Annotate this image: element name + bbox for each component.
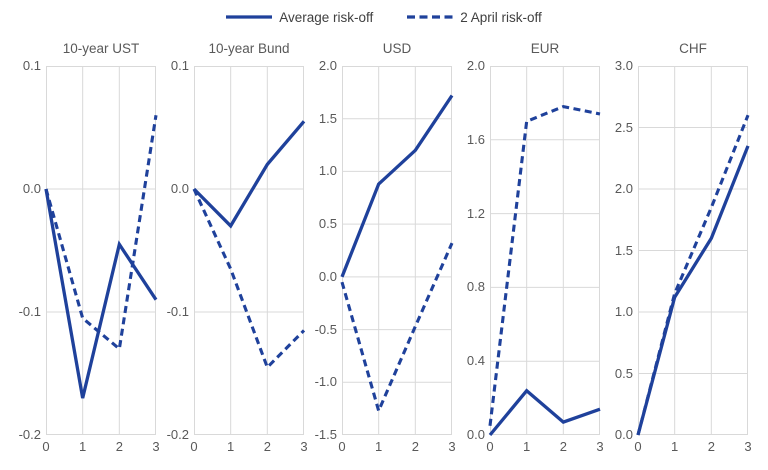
plot-area <box>44 66 158 435</box>
plot-area <box>192 66 306 435</box>
plot-border <box>194 66 304 435</box>
y-tick-label: 1.0 <box>318 163 337 179</box>
y-tick-label: 0.0 <box>22 181 41 196</box>
x-tick-label: 2 <box>411 439 419 454</box>
y-axis-labels: 2.0 1.6 1.2 0.8 0.4 0.0 <box>452 58 490 442</box>
solid-line-swatch-icon <box>226 15 273 19</box>
x-tick-label: 1 <box>227 439 235 454</box>
panel-10-year-ust: 10-year UST 0.1 0.0 -0.1 -0.2 0 1 2 3 <box>8 36 160 459</box>
x-axis-labels: 0 1 2 3 <box>338 435 456 459</box>
plot-area <box>636 66 750 436</box>
series-line-solid <box>340 94 454 278</box>
y-tick-label: -1.5 <box>314 427 337 442</box>
y-tick-label: 0.1 <box>170 58 189 73</box>
series-line-dashed <box>636 114 750 436</box>
x-tick-label: 3 <box>744 439 752 454</box>
plot-border <box>342 66 452 435</box>
plot-border <box>46 66 156 435</box>
y-tick-label: 1.2 <box>466 205 485 221</box>
series-line-dashed <box>192 188 306 371</box>
legend-item-2-april-risk-off: 2 April risk-off <box>407 10 542 25</box>
x-tick-label: 0 <box>634 439 642 454</box>
y-tick-label: 0.0 <box>170 181 189 196</box>
y-tick-label: 0.1 <box>22 58 41 73</box>
x-tick-label: 1 <box>375 439 383 454</box>
plot-border <box>490 66 600 435</box>
panel-eur: EUR 2.0 1.6 1.2 0.8 0.4 0.0 0 1 2 3 <box>452 36 604 459</box>
x-tick-label: 3 <box>448 439 456 454</box>
series-line-solid <box>488 388 601 437</box>
y-tick-label: -0.2 <box>166 427 189 442</box>
series-line-dashed <box>488 104 601 426</box>
y-axis-labels: 3.0 2.5 2.0 1.5 1.0 0.5 0.0 <box>600 58 638 442</box>
plot-area <box>488 66 601 437</box>
x-tick-label: 2 <box>707 439 715 454</box>
y-tick-label: 1.5 <box>318 110 337 126</box>
y-tick-label: 0.0 <box>614 427 633 442</box>
panel-title: 10-year UST <box>62 41 140 56</box>
series-line-solid <box>192 120 306 229</box>
legend-label-2-april-risk-off: 2 April risk-off <box>460 9 542 25</box>
y-tick-label: 1.5 <box>614 242 633 258</box>
y-tick-label: -1.0 <box>314 374 337 390</box>
panel-title: CHF <box>679 41 707 56</box>
y-axis-labels: 0.1 0.0 -0.1 -0.2 <box>8 58 46 442</box>
x-tick-label: 0 <box>190 439 198 454</box>
x-axis-labels: 0 1 2 3 <box>634 435 752 459</box>
y-tick-label: 1.0 <box>614 304 633 319</box>
x-tick-label: 2 <box>263 439 271 454</box>
y-tick-label: 0.0 <box>318 268 337 284</box>
x-tick-label: 1 <box>671 439 679 454</box>
series-line-solid <box>44 188 158 399</box>
x-tick-label: 2 <box>115 439 123 454</box>
y-tick-label: -0.1 <box>166 304 189 319</box>
panels-row: 10-year UST 0.1 0.0 -0.1 -0.2 0 1 2 3 10-year … <box>8 36 752 459</box>
chart-legend: Average risk-off 2 April risk-off <box>0 6 768 28</box>
series-line-dashed <box>340 242 454 416</box>
x-axis-labels: 0 1 2 3 <box>190 435 308 459</box>
series-line-dashed <box>44 114 158 352</box>
plot-area <box>340 66 454 435</box>
legend-label-average-risk-off: Average risk-off <box>279 9 374 25</box>
y-tick-label: 0.8 <box>466 279 485 295</box>
legend-item-average-risk-off: Average risk-off <box>226 10 373 25</box>
panel-title: USD <box>382 41 412 56</box>
x-tick-label: 3 <box>152 439 160 454</box>
panel-title: EUR <box>530 41 560 56</box>
x-tick-label: 2 <box>559 439 567 454</box>
y-tick-label: 0.4 <box>466 353 485 369</box>
y-tick-label: 2.0 <box>318 58 337 73</box>
plot-border <box>638 66 748 435</box>
y-tick-label: 2.5 <box>614 119 633 135</box>
y-tick-label: 1.6 <box>466 131 485 147</box>
y-tick-label: 2.0 <box>614 181 633 196</box>
x-tick-label: 3 <box>300 439 308 454</box>
panel-10-year-bund: 10-year Bund 0.1 0.0 -0.1 -0.2 0 1 2 3 <box>156 36 308 459</box>
x-tick-label: 0 <box>42 439 50 454</box>
panel-chf: CHF 3.0 2.5 2.0 1.5 1.0 0.5 0.0 0 1 2 3 <box>600 36 752 459</box>
y-tick-label: 0.5 <box>318 216 337 232</box>
y-tick-label: -0.5 <box>314 321 337 337</box>
y-axis-labels: 2.0 1.5 1.0 0.5 0.0 -0.5 -1.0 -1.5 <box>304 58 342 442</box>
x-axis-labels: 0 1 2 3 <box>42 435 160 459</box>
y-tick-label: -0.2 <box>18 427 41 442</box>
dashed-line-swatch-icon <box>407 15 454 19</box>
y-axis-labels: 0.1 0.0 -0.1 -0.2 <box>156 58 194 442</box>
x-tick-label: 1 <box>523 439 531 454</box>
panel-title: 10-year Bund <box>208 41 290 56</box>
x-tick-label: 1 <box>79 439 87 454</box>
x-tick-label: 3 <box>596 439 604 454</box>
x-tick-label: 0 <box>338 439 346 454</box>
x-axis-labels: 0 1 2 3 <box>486 435 604 459</box>
x-tick-label: 0 <box>486 439 494 454</box>
y-tick-label: 3.0 <box>614 58 633 73</box>
y-tick-label: 2.0 <box>466 58 485 73</box>
panel-usd: USD 2.0 1.5 1.0 0.5 0.0 -0.5 -1.0 -1.5 0 1 2 3 <box>304 36 456 459</box>
y-tick-label: 0.5 <box>614 365 633 381</box>
y-tick-label: -0.1 <box>18 304 41 319</box>
y-tick-label: 0.0 <box>466 427 485 442</box>
